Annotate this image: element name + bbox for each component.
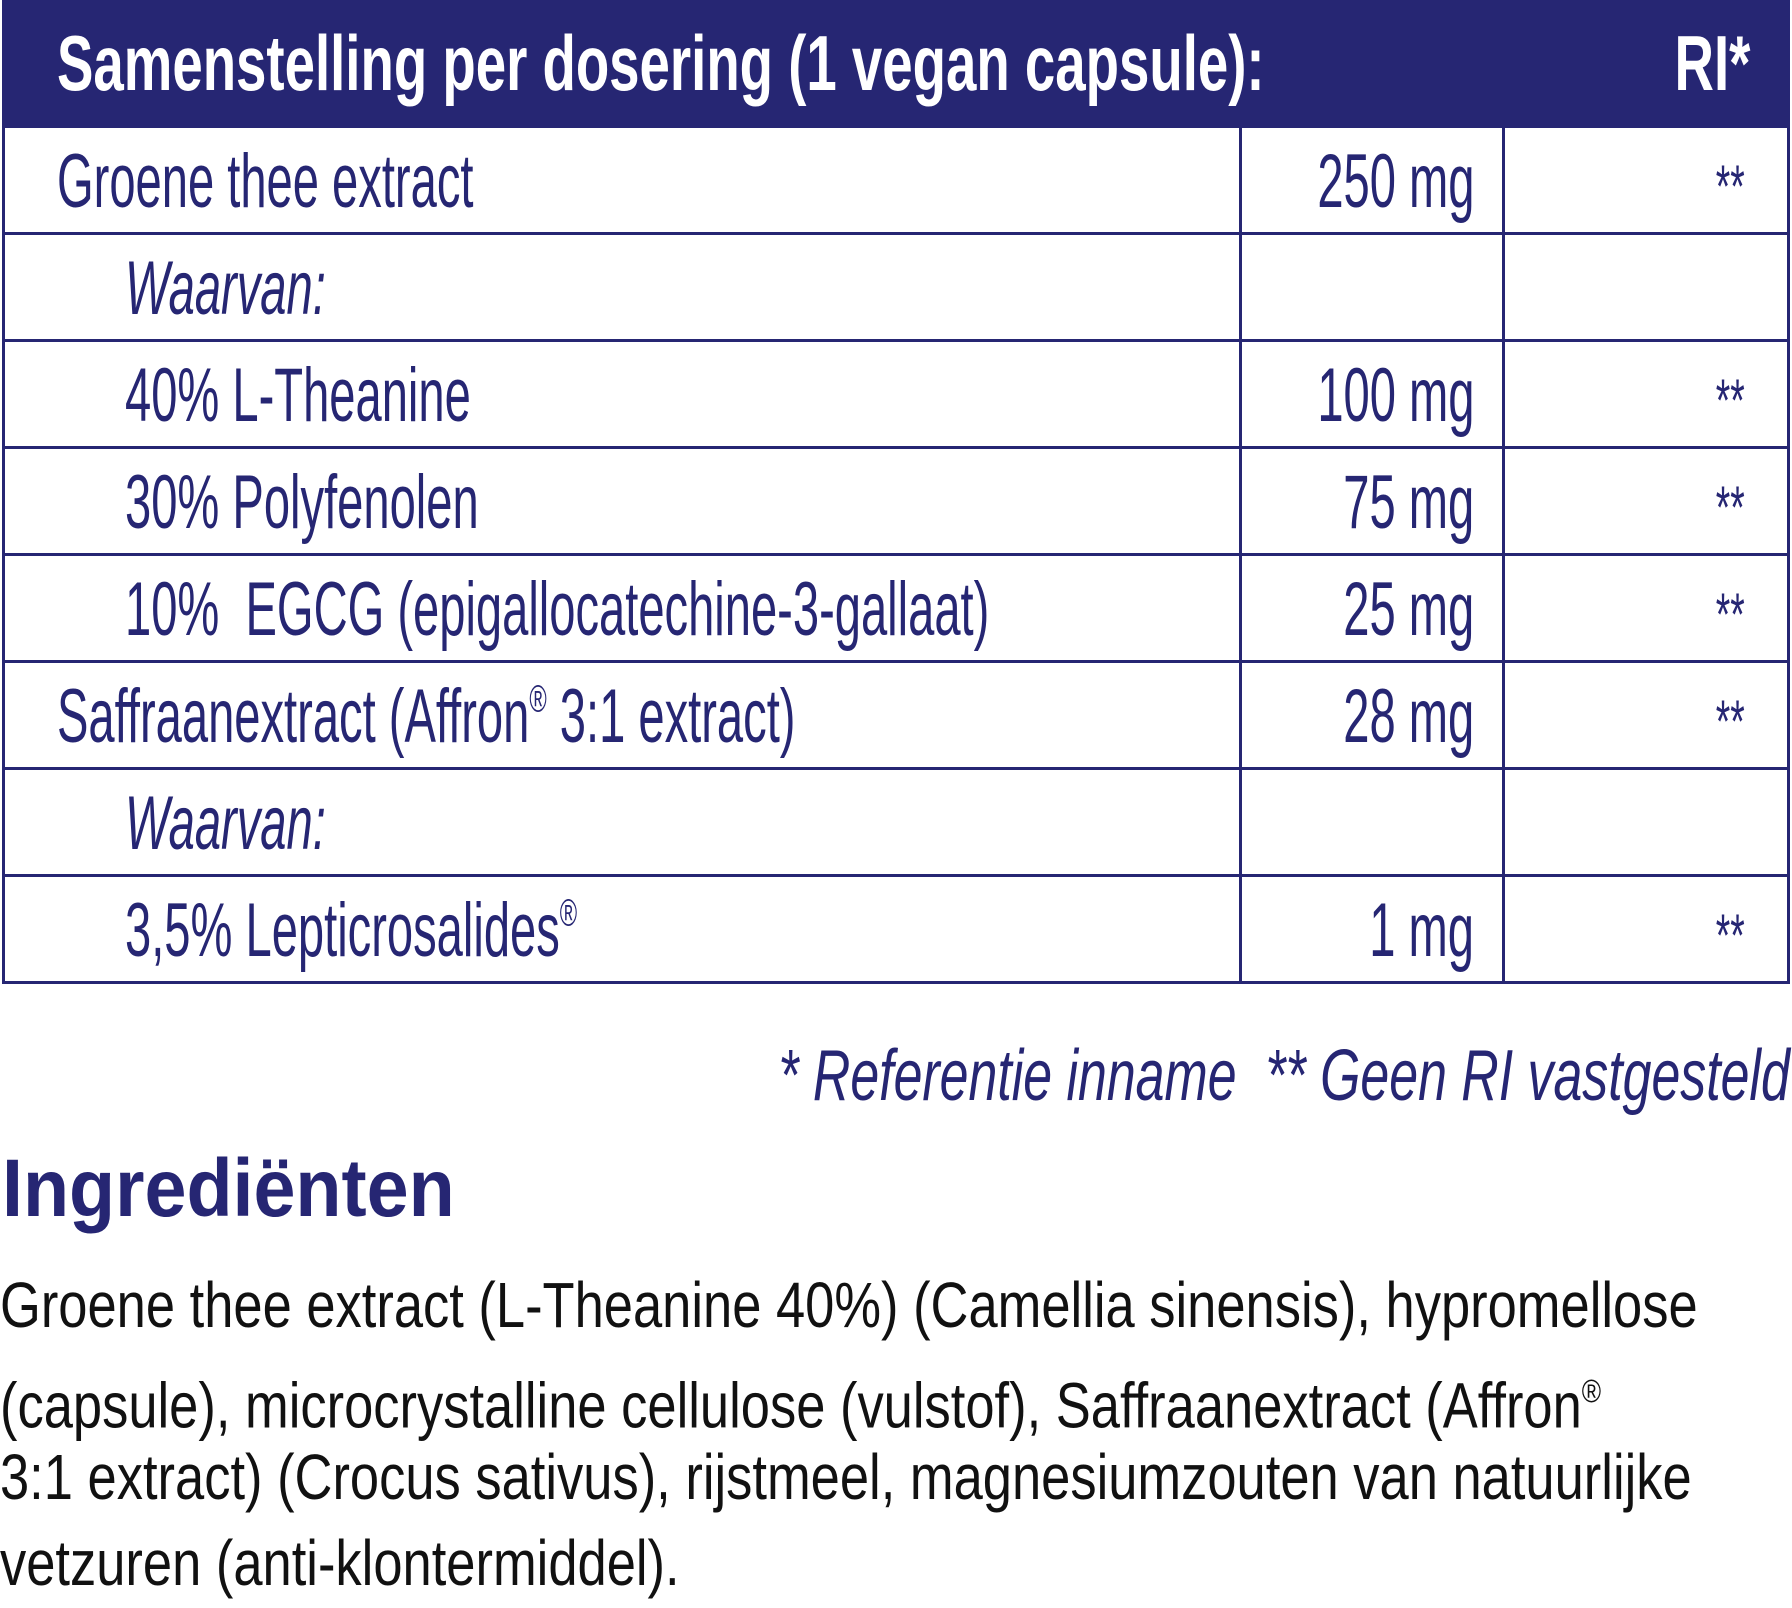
- table-row: 10% EGCG (epigallocatechine-3-gallaat) 2…: [2, 556, 1790, 663]
- table-row: 3,5% Lepticrosalides® 1 mg **: [2, 877, 1790, 984]
- ingredient-amount: 25 mg: [1343, 567, 1474, 652]
- ingredient-name: Waarvan:: [125, 246, 326, 331]
- ingredient-amount: 100 mg: [1316, 353, 1474, 438]
- table-header-title: Samenstelling per dosering (1 vegan caps…: [57, 19, 1265, 107]
- ingredients-title: Ingrediënten: [2, 1143, 455, 1234]
- table-row: Saffraanextract (Affron® 3:1 extract) 28…: [2, 663, 1790, 770]
- composition-table: Samenstelling per dosering (1 vegan caps…: [2, 0, 1790, 984]
- ingredients-line: Groene thee extract (L-Theanine 40%) (Ca…: [0, 1269, 1698, 1341]
- registered-mark: ®: [559, 892, 578, 935]
- ingredient-ri: **: [1716, 474, 1745, 541]
- ingredient-name: 30% Polyfenolen: [125, 460, 479, 545]
- registered-mark: ®: [529, 678, 547, 721]
- ingredient-name: Saffraanextract (Affron: [57, 674, 530, 759]
- ingredient-name-suffix: 3:1 extract): [546, 674, 796, 759]
- ingredient-name: 10% EGCG (epigallocatechine-3-gallaat): [125, 567, 990, 652]
- table-row: Waarvan:: [2, 235, 1790, 342]
- ingredient-amount: 28 mg: [1343, 674, 1474, 759]
- ingredient-name: Groene thee extract: [57, 139, 474, 224]
- footnote: * Referentie inname ** Geen RI vastgestel…: [750, 1035, 1790, 1117]
- ingredient-name: Waarvan:: [125, 781, 326, 866]
- ingredient-amount: 75 mg: [1343, 460, 1474, 545]
- ingredients-line-group: (capsule), microcrystalline cellulose (v…: [0, 1348, 1698, 1442]
- ingredient-amount: 250 mg: [1316, 139, 1474, 224]
- ingredient-amount: 1 mg: [1369, 888, 1474, 973]
- ingredient-name-group: Saffraanextract (Affron® 3:1 extract): [57, 673, 795, 760]
- ingredients-text: Groene thee extract (L-Theanine 40%) (Ca…: [0, 1262, 1792, 1606]
- table-header-ri: RI*: [1674, 19, 1750, 107]
- ingredient-name: 3,5% Lepticrosalides: [125, 888, 560, 973]
- ingredient-ri: **: [1716, 688, 1745, 755]
- ingredients-line: vetzuren (anti-klontermiddel).: [0, 1527, 680, 1599]
- footnote-no-ri: ** Geen RI vastgesteld: [1265, 1036, 1790, 1116]
- table-row: Waarvan:: [2, 770, 1790, 877]
- ingredient-ri: **: [1716, 581, 1745, 648]
- ingredient-ri: **: [1716, 153, 1745, 220]
- ingredients-line: 3:1 extract) (Crocus sativus), rijstmeel…: [0, 1441, 1692, 1513]
- footnote-ri: * Referentie inname: [778, 1036, 1237, 1116]
- ingredient-ri: **: [1716, 367, 1745, 434]
- table-row: 40% L-Theanine 100 mg **: [2, 342, 1790, 449]
- ingredient-name: 40% L-Theanine: [125, 353, 471, 438]
- ingredient-ri: **: [1716, 902, 1745, 969]
- ingredient-name-group: 3,5% Lepticrosalides®: [125, 887, 577, 974]
- ingredients-line: (capsule), microcrystalline cellulose (v…: [0, 1369, 1582, 1442]
- table-header: Samenstelling per dosering (1 vegan caps…: [2, 0, 1790, 128]
- registered-mark: ®: [1581, 1373, 1602, 1409]
- table-row: 30% Polyfenolen 75 mg **: [2, 449, 1790, 556]
- table-row: Groene thee extract 250 mg **: [2, 128, 1790, 235]
